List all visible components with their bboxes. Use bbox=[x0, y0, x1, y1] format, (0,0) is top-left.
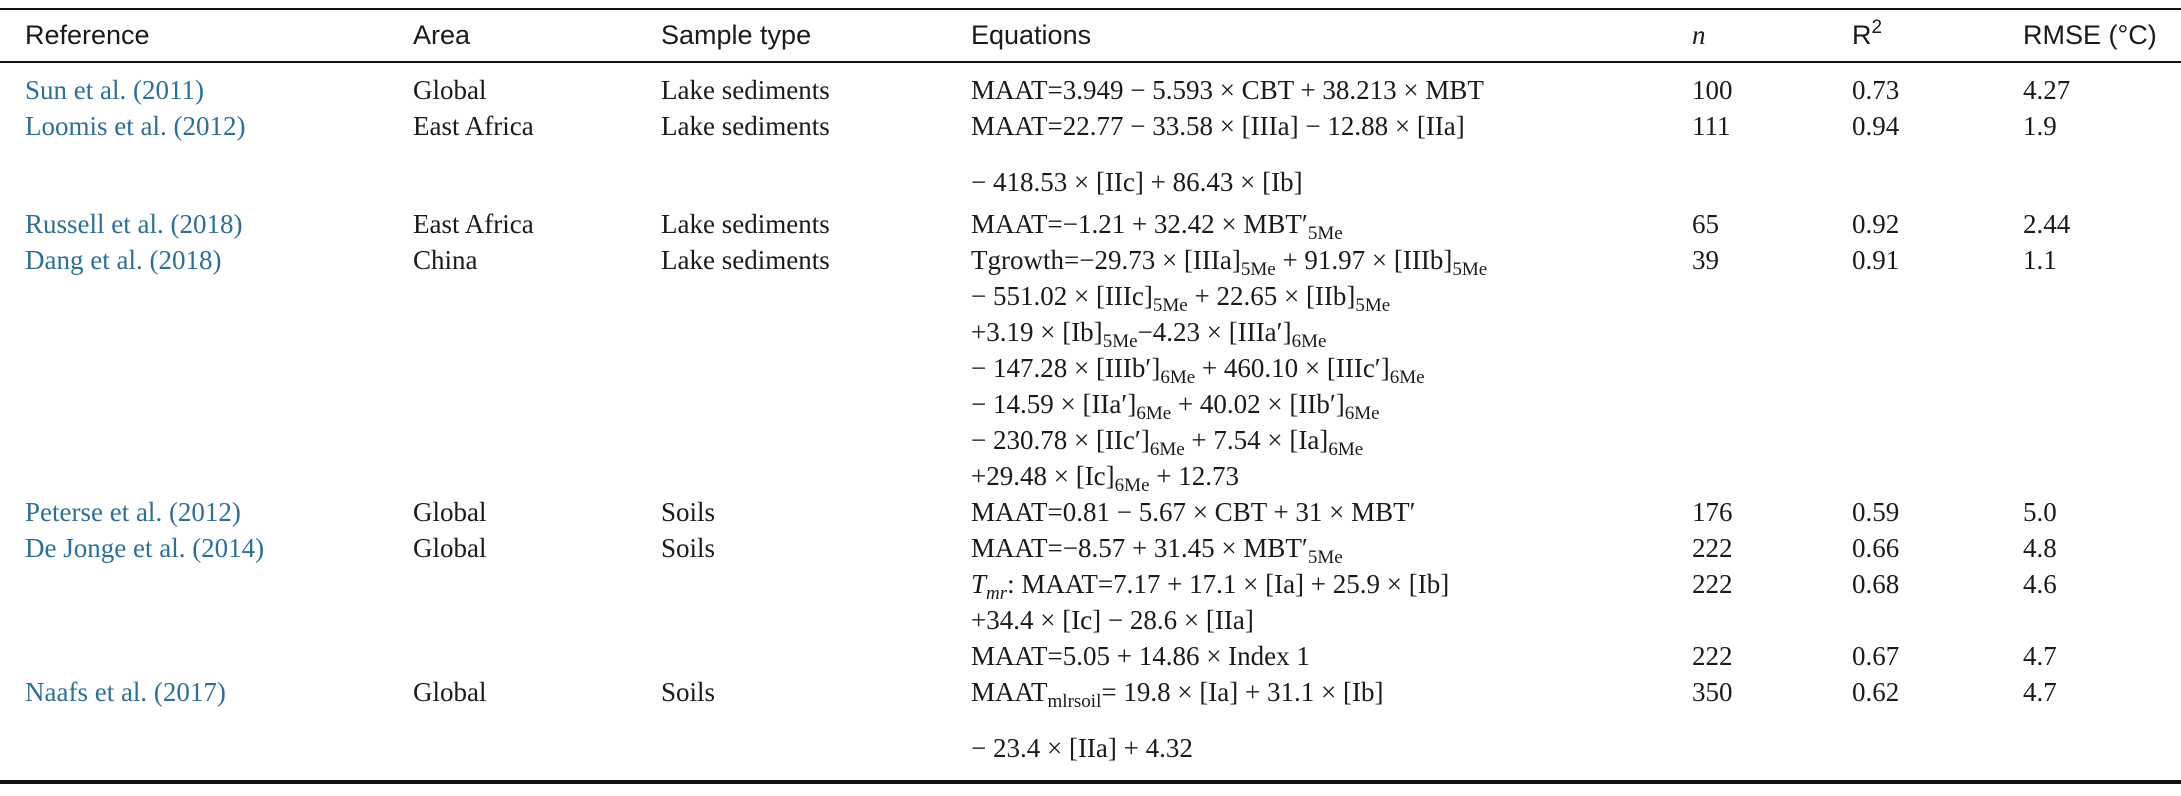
equation-cell: MAAT=−1.21 + 32.42 × MBT′5Me bbox=[971, 209, 1343, 244]
n-cell: 222 bbox=[1692, 641, 1733, 671]
n-cell: 111 bbox=[1692, 111, 1731, 141]
header-area: Area bbox=[413, 20, 471, 50]
r2-cell: 0.66 bbox=[1852, 533, 1900, 563]
r2-cell: 0.59 bbox=[1852, 497, 1900, 527]
equation-cell-continued: +29.48 × [Ic]6Me + 12.73 bbox=[971, 461, 1239, 496]
equation-cell: MAAT=−8.57 + 31.45 × MBT′5Me bbox=[971, 533, 1343, 568]
equation-cell: MAATmlrsoil= 19.8 × [Ia] + 31.1 × [Ib] bbox=[971, 677, 1384, 712]
area-cell: Global bbox=[413, 75, 487, 105]
rmse-cell: 1.9 bbox=[2023, 111, 2057, 141]
table-top-rule bbox=[0, 8, 2181, 10]
equation-cell: MAAT=5.05 + 14.86 × Index 1 bbox=[971, 641, 1310, 671]
header-n: n bbox=[1692, 20, 1706, 50]
n-cell: 65 bbox=[1692, 209, 1719, 239]
reference-link[interactable]: De Jonge et al. (2014) bbox=[25, 533, 265, 563]
sample-type-cell: Lake sediments bbox=[661, 209, 830, 239]
reference-link[interactable]: Russell et al. (2018) bbox=[25, 209, 243, 239]
rmse-cell: 5.0 bbox=[2023, 497, 2057, 527]
rmse-cell: 4.8 bbox=[2023, 533, 2057, 563]
header-r2: R2 bbox=[1852, 17, 1883, 50]
equation-cell: MAAT=0.81 − 5.67 × CBT + 31 × MBT′ bbox=[971, 497, 1416, 527]
reference-link[interactable]: Sun et al. (2011) bbox=[25, 75, 204, 105]
r2-cell: 0.94 bbox=[1852, 111, 1900, 141]
area-cell: East Africa bbox=[413, 209, 534, 239]
reference-link[interactable]: Loomis et al. (2012) bbox=[25, 111, 246, 141]
rmse-cell: 4.7 bbox=[2023, 641, 2057, 671]
equation-cell-continued: − 551.02 × [IIIc]5Me + 22.65 × [IIb]5Me bbox=[971, 281, 1391, 316]
r2-cell: 0.92 bbox=[1852, 209, 1900, 239]
equation-cell: Tmr: MAAT=7.17 + 17.1 × [Ia] + 25.9 × [I… bbox=[971, 569, 1450, 604]
rmse-cell: 2.44 bbox=[2023, 209, 2071, 239]
r2-cell: 0.67 bbox=[1852, 641, 1900, 671]
r2-cell: 0.91 bbox=[1852, 245, 1900, 275]
header-reference: Reference bbox=[25, 20, 150, 50]
r2-cell: 0.68 bbox=[1852, 569, 1900, 599]
n-cell: 350 bbox=[1692, 677, 1733, 707]
equation-cell-continued: − 14.59 × [IIa′]6Me + 40.02 × [IIb′]6Me bbox=[971, 389, 1380, 424]
rmse-cell: 4.27 bbox=[2023, 75, 2071, 105]
area-cell: Global bbox=[413, 533, 487, 563]
area-cell: Global bbox=[413, 497, 487, 527]
equation-cell-continued: − 230.78 × [IIc′]6Me + 7.54 × [Ia]6Me bbox=[971, 425, 1364, 460]
equation-cell: MAAT=22.77 − 33.58 × [IIIa] − 12.88 × [I… bbox=[971, 111, 1465, 141]
header-equations: Equations bbox=[971, 20, 1092, 50]
sample-type-cell: Lake sediments bbox=[661, 245, 830, 275]
n-cell: 176 bbox=[1692, 497, 1733, 527]
equation-cell: MAAT=3.949 − 5.593 × CBT + 38.213 × MBT bbox=[971, 75, 1484, 105]
reference-link[interactable]: Naafs et al. (2017) bbox=[25, 677, 226, 707]
r2-cell: 0.62 bbox=[1852, 677, 1900, 707]
table-header-rule bbox=[0, 61, 2181, 63]
sample-type-cell: Soils bbox=[661, 497, 716, 527]
header-rmse: RMSE (°C) bbox=[2023, 20, 2157, 50]
area-cell: China bbox=[413, 245, 478, 275]
equation-cell-continued: +3.19 × [Ib]5Me−4.23 × [IIIa′]6Me bbox=[971, 317, 1327, 352]
n-cell: 100 bbox=[1692, 75, 1733, 105]
rmse-cell: 1.1 bbox=[2023, 245, 2057, 275]
rmse-cell: 4.7 bbox=[2023, 677, 2057, 707]
sample-type-cell: Soils bbox=[661, 533, 716, 563]
area-cell: Global bbox=[413, 677, 487, 707]
sample-type-cell: Soils bbox=[661, 677, 716, 707]
n-cell: 222 bbox=[1692, 569, 1733, 599]
sample-type-cell: Lake sediments bbox=[661, 75, 830, 105]
header-sample-type: Sample type bbox=[661, 20, 812, 50]
area-cell: East Africa bbox=[413, 111, 534, 141]
reference-link[interactable]: Peterse et al. (2012) bbox=[25, 497, 241, 527]
sample-type-cell: Lake sediments bbox=[661, 111, 830, 141]
table-bottom-rule bbox=[0, 780, 2181, 784]
r2-cell: 0.73 bbox=[1852, 75, 1900, 105]
n-cell: 222 bbox=[1692, 533, 1733, 563]
reference-link[interactable]: Dang et al. (2018) bbox=[25, 245, 222, 275]
rmse-cell: 4.6 bbox=[2023, 569, 2057, 599]
equation-cell-continued: − 418.53 × [IIc] + 86.43 × [Ib] bbox=[971, 167, 1303, 197]
equation-cell-continued: − 23.4 × [IIa] + 4.32 bbox=[971, 733, 1193, 763]
equation-cell-continued: − 147.28 × [IIIb′]6Me + 460.10 × [IIIc′]… bbox=[971, 353, 1425, 388]
equation-cell: Tgrowth=−29.73 × [IIIa]5Me + 91.97 × [II… bbox=[971, 245, 1488, 280]
n-cell: 39 bbox=[1692, 245, 1719, 275]
equation-cell-continued: +34.4 × [Ic] − 28.6 × [IIa] bbox=[971, 605, 1254, 635]
